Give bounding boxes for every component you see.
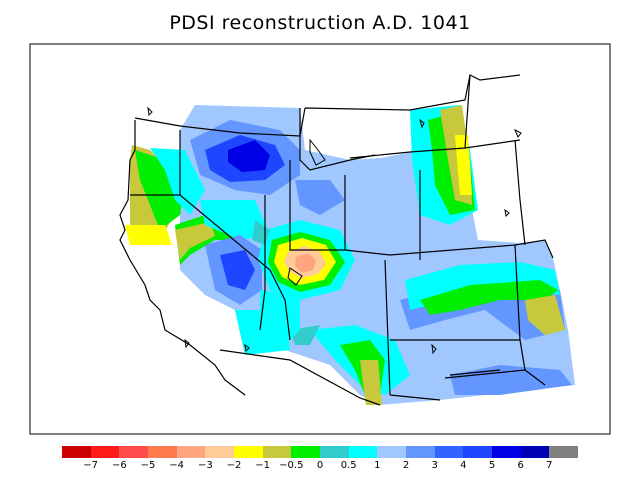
border-tx (444, 369, 546, 386)
lake-se-1 (431, 343, 437, 355)
legend-swatch (90, 446, 120, 458)
legend-label: −1 (255, 460, 271, 471)
region-idaho-darkest-blue (228, 140, 270, 172)
lakes (147, 106, 522, 355)
coastline (119, 120, 246, 396)
legend-label: 7 (546, 460, 553, 471)
legend-label: 5 (488, 460, 496, 471)
region-oregon-yellow (125, 225, 172, 245)
legend-swatch (492, 446, 522, 458)
border-co (344, 244, 521, 341)
border-ut-wy (289, 160, 346, 251)
region-nevada-cyan (200, 200, 270, 240)
region-northeast-yellow (455, 135, 472, 195)
legend-swatch (463, 446, 493, 458)
border-nv-ut (259, 195, 266, 331)
map-frame (29, 43, 611, 435)
legend-swatch (320, 446, 350, 458)
legend-swatch (176, 446, 206, 458)
region-utah-deep-blue (220, 250, 255, 290)
region-wyoming-mid-blue (295, 180, 345, 215)
legend-swatch (262, 446, 292, 458)
legend-swatch (291, 446, 321, 458)
legend-label: 0 (316, 460, 324, 471)
legend-label: −3 (197, 460, 213, 471)
legend-swatch (520, 446, 550, 458)
legend-label: 2 (402, 460, 410, 471)
legend-label: −7 (83, 460, 99, 471)
region-northwest-cyan (150, 148, 205, 215)
map-title: PDSI reconstruction A.D. 1041 (169, 12, 471, 34)
lake-sw-2 (244, 343, 250, 353)
legend-swatch (377, 446, 407, 458)
state-borders (119, 74, 554, 406)
lake-sw-1 (184, 338, 190, 349)
legend-label: 6 (517, 460, 524, 471)
region-southeast-green (420, 280, 558, 315)
lake-nw-1 (147, 106, 153, 117)
lake-great-salt (309, 138, 326, 166)
field-central-anomaly (258, 220, 355, 300)
legend-label: −4 (169, 460, 185, 471)
border-north-canada (349, 139, 521, 159)
lake-se-2 (504, 208, 510, 218)
lake-pyramid (287, 267, 303, 286)
legend-swatch (406, 446, 436, 458)
field-northeast (410, 105, 478, 225)
legend-label: 4 (460, 460, 467, 471)
border-south (219, 349, 381, 406)
border-east-upper (464, 74, 526, 246)
border-az-nm (384, 259, 441, 401)
region-southwest-olive (360, 360, 382, 405)
field-blues (190, 120, 572, 395)
legend-swatch (348, 446, 378, 458)
legend-swatch (549, 446, 579, 458)
lake-ne (514, 128, 522, 138)
region-center-salmon (295, 253, 316, 273)
legend-swatch (234, 446, 264, 458)
region-nevada-olive (175, 222, 215, 260)
legend-label: −0.5 (279, 460, 304, 471)
region-south-blue (470, 368, 565, 392)
lake-nw-2 (419, 118, 425, 129)
legend-label: −5 (140, 460, 156, 471)
border-or-ca-nv (130, 130, 291, 341)
border-id-mt (299, 108, 376, 171)
legend-swatch (62, 446, 92, 458)
field-misc (235, 220, 300, 355)
legend-label: 3 (431, 460, 438, 471)
legend-swatch (205, 446, 235, 458)
border-east-lower (514, 239, 554, 259)
legend-label: 1 (374, 460, 381, 471)
color-legend: −7 −6 −5 −4 −3 −2 −1 −0.5 0 0.5 1 2 3 4 5 6 7 (62, 446, 579, 474)
legend-swatch (119, 446, 149, 458)
legend-swatch (434, 446, 464, 458)
region-southeast-olive (525, 295, 565, 335)
legend-label: 0.5 (340, 460, 357, 471)
legend-label: −6 (111, 460, 127, 471)
legend-swatch (148, 446, 178, 458)
border-nm-tx (390, 339, 526, 376)
legend-label: −2 (226, 460, 242, 471)
region-arizona-cyan (235, 310, 290, 355)
